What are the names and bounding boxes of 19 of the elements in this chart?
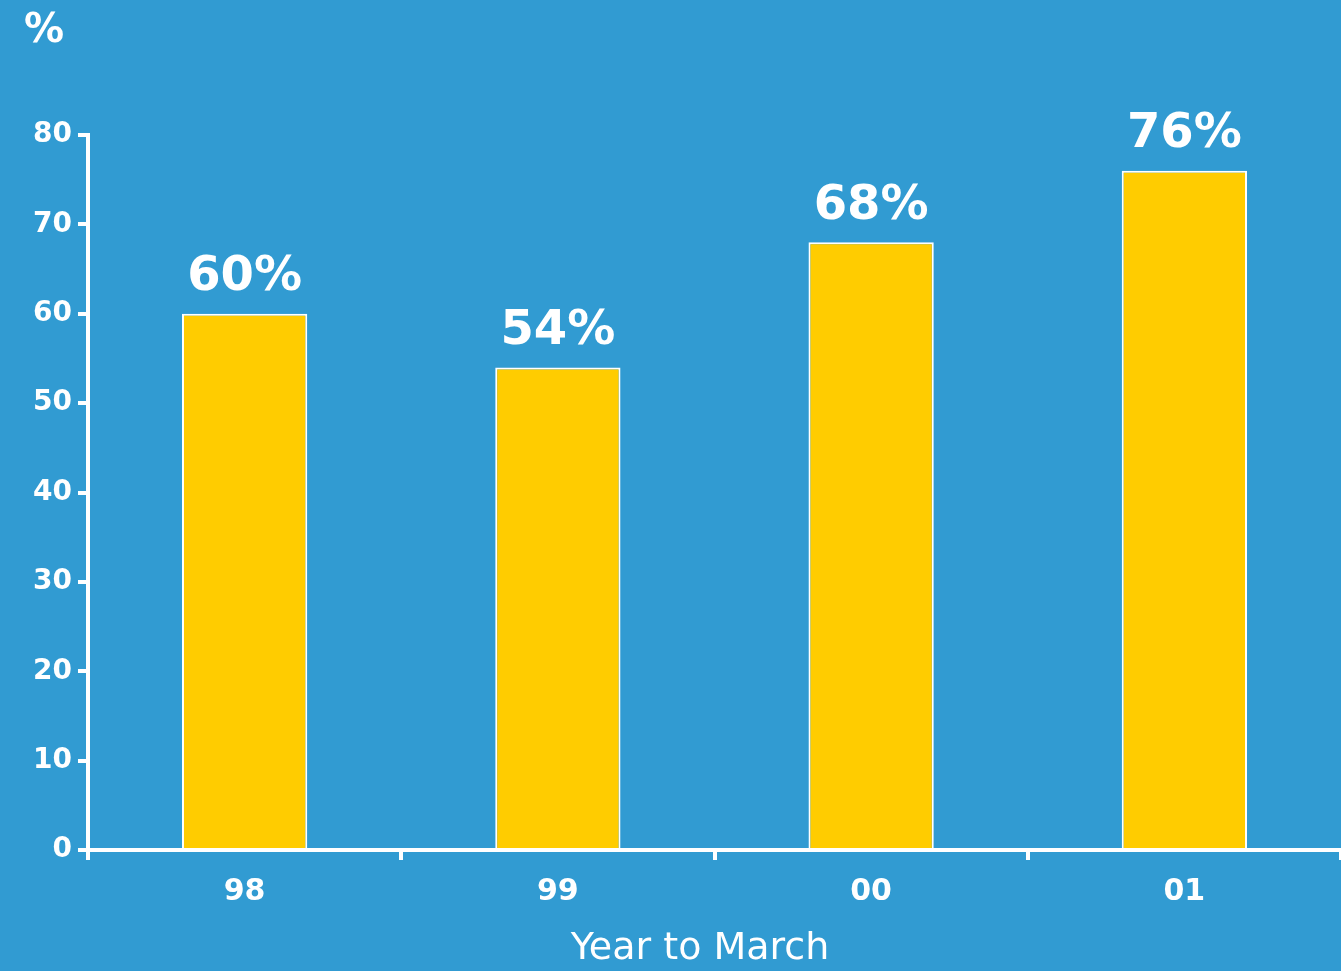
y-tick-label: 20	[33, 652, 72, 686]
data-label: 60%	[187, 245, 303, 302]
x-tick-label: 00	[850, 871, 892, 907]
y-axis-title: %	[24, 5, 65, 52]
y-tick-label: 70	[33, 205, 72, 239]
y-tick-label: 60	[33, 295, 72, 329]
y-tick-label: 30	[33, 563, 72, 597]
y-tick-label: 0	[52, 831, 72, 865]
x-tick-label: 98	[223, 871, 266, 907]
data-label: 54%	[500, 298, 616, 355]
x-tick-label: 01	[1163, 871, 1206, 907]
y-tick-label: 40	[33, 473, 72, 507]
data-label: 76%	[1126, 102, 1242, 159]
x-tick-label: 99	[537, 871, 579, 907]
y-tick-label: 50	[33, 384, 72, 418]
x-axis-title: Year to March	[569, 923, 830, 968]
y-tick-label: 10	[33, 741, 72, 775]
data-label: 68%	[813, 173, 929, 230]
y-tick-label: 80	[33, 116, 72, 150]
